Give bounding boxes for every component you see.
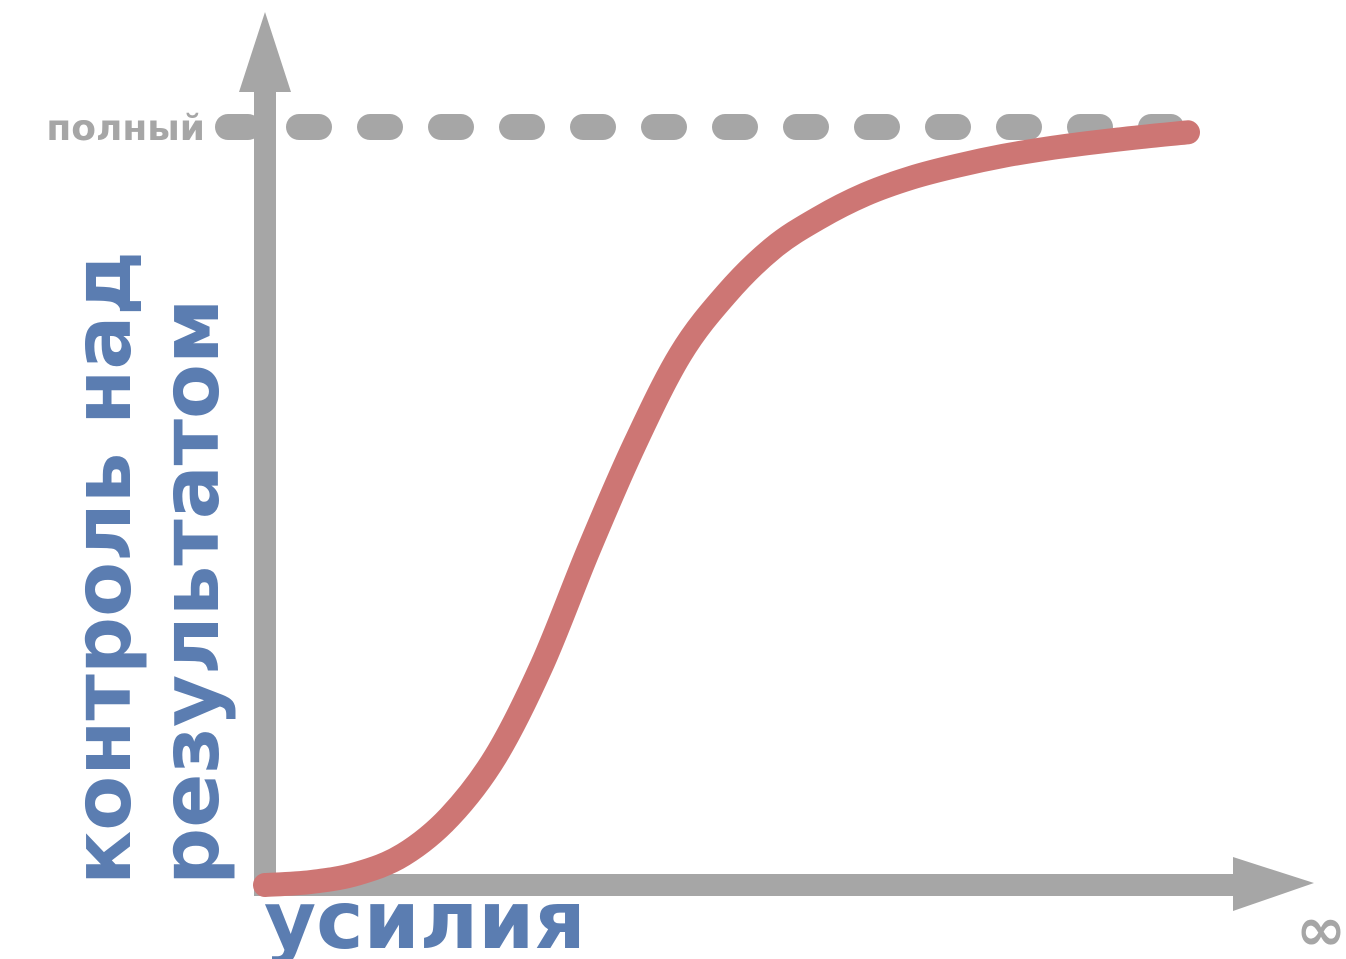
reference-label: полный	[46, 108, 205, 149]
y-axis-label-line1: контроль над	[56, 251, 149, 885]
y-axis-label-line2: результатом	[144, 299, 237, 885]
x-axis-label: усилия	[264, 874, 586, 959]
series-curve	[265, 132, 1188, 885]
y-axis-arrowhead	[239, 12, 291, 92]
x-axis-end-label: ∞	[1296, 895, 1346, 959]
